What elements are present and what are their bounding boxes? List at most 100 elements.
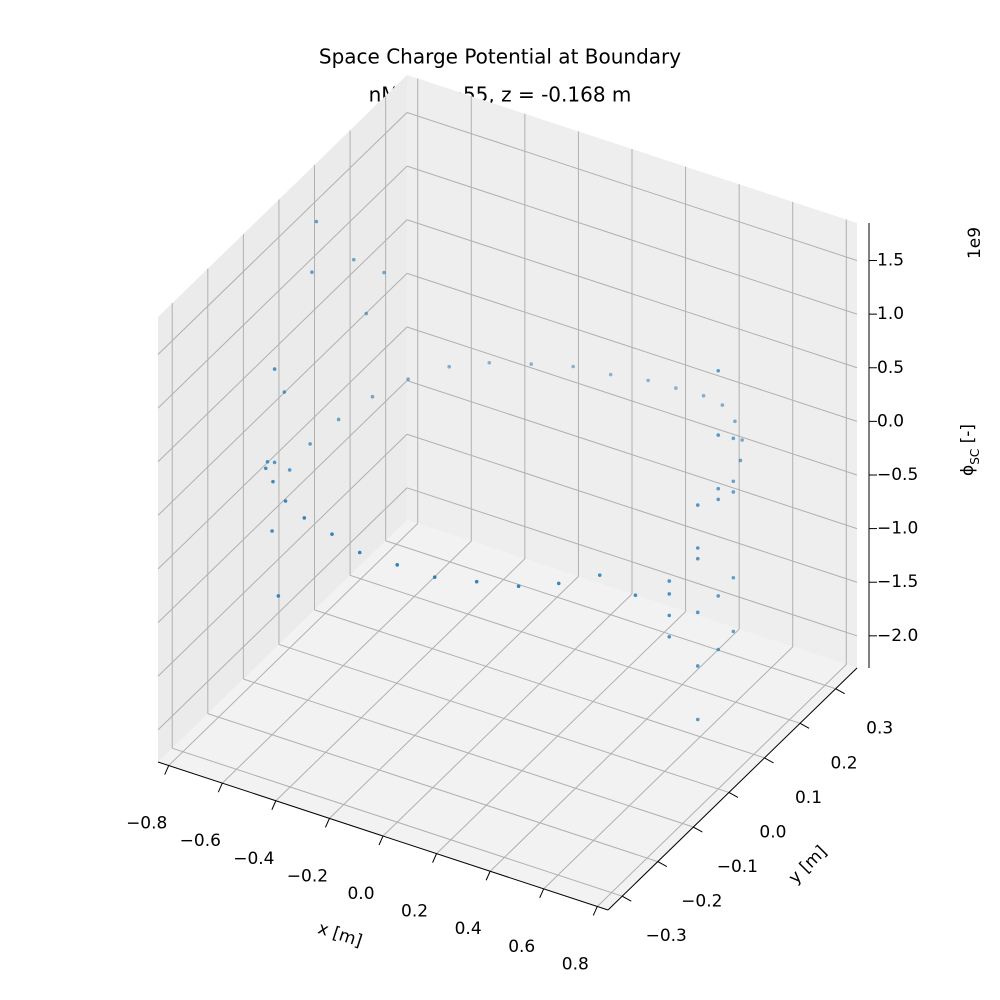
data-point <box>516 584 521 589</box>
data-point <box>701 393 706 398</box>
data-point <box>633 593 638 597</box>
tick-mark <box>485 871 491 881</box>
tick-mark <box>764 757 774 764</box>
y-tick-label: −0.1 <box>717 857 758 877</box>
data-point <box>695 556 700 561</box>
data-point <box>571 364 575 369</box>
data-point <box>283 499 288 503</box>
data-point <box>447 364 451 369</box>
y-tick-label: 0.3 <box>866 719 893 739</box>
z-offset-label: 1e9 <box>965 227 985 259</box>
data-point <box>474 579 479 584</box>
grid-line <box>596 664 847 907</box>
x-tick-label: 0.2 <box>401 902 428 922</box>
data-point <box>302 516 307 520</box>
tick-mark <box>271 800 277 810</box>
data-point <box>282 390 287 394</box>
tick-mark <box>592 906 598 916</box>
grid-line <box>157 112 408 355</box>
grid-line <box>543 646 794 890</box>
data-point <box>646 378 650 383</box>
data-point <box>272 460 277 465</box>
data-point <box>695 546 700 550</box>
data-point <box>357 550 362 555</box>
data-point <box>272 367 277 371</box>
y-tick-label: 0.0 <box>759 822 786 842</box>
z-tick-label: −1.0 <box>877 519 918 539</box>
grid-line <box>157 487 408 731</box>
data-point <box>364 311 369 316</box>
data-point <box>395 563 400 567</box>
grid-line <box>275 558 526 802</box>
data-point <box>432 575 437 579</box>
grid-line <box>385 540 836 690</box>
grid-line <box>406 433 858 583</box>
data-point <box>314 219 319 224</box>
data-point <box>738 458 743 463</box>
data-point <box>351 257 356 262</box>
data-point <box>265 459 270 464</box>
z-tick-label: 0.0 <box>877 411 904 431</box>
z-tick-label: −2.0 <box>877 626 918 646</box>
y-tick-label: 0.2 <box>831 753 858 773</box>
tick-mark <box>539 888 545 899</box>
data-point <box>733 419 737 424</box>
x-axis-line <box>157 761 609 911</box>
z-label-unit: [-] <box>958 424 978 449</box>
z-tick-label: 0.5 <box>877 358 904 378</box>
data-point <box>382 270 386 275</box>
grid-line <box>157 219 408 463</box>
x-tick-label: 0.4 <box>455 919 482 939</box>
grid-line <box>172 747 623 897</box>
grid-line <box>157 380 408 623</box>
tick-mark <box>835 688 845 695</box>
grid-line <box>207 713 658 863</box>
z-label-subscript: SC <box>968 449 982 465</box>
data-point <box>370 394 375 399</box>
grid-line <box>243 678 694 828</box>
data-point <box>330 532 334 536</box>
data-point <box>667 592 672 596</box>
grid-line <box>278 643 730 793</box>
data-point <box>716 486 721 491</box>
data-point <box>695 503 700 507</box>
data-point <box>731 575 736 580</box>
grid-line <box>406 219 858 369</box>
tick-mark <box>799 722 810 729</box>
data-point <box>731 490 736 494</box>
data-point <box>308 442 312 446</box>
data-point <box>674 386 678 390</box>
y-tick-label: 0.1 <box>795 788 822 808</box>
data-point <box>716 647 721 652</box>
tick-mark <box>432 853 438 863</box>
data-point <box>667 613 672 618</box>
tick-mark <box>657 861 668 868</box>
grid-line <box>406 112 858 262</box>
data-point <box>406 377 410 382</box>
data-point <box>597 573 602 577</box>
data-point <box>487 360 492 365</box>
data-point <box>716 433 721 437</box>
x-tick-label: −0.4 <box>233 849 274 869</box>
data-point <box>276 594 281 598</box>
y-axis-label: y [m] <box>785 842 831 888</box>
grid-line <box>406 487 858 637</box>
x-tick-label: −0.2 <box>287 866 328 886</box>
y-axis-line <box>607 667 858 911</box>
y-tick-label: −0.2 <box>681 892 722 912</box>
x-tick-label: 0.6 <box>508 937 535 957</box>
grid-line <box>489 628 740 872</box>
chart-title: Space Charge Potential at Boundary <box>319 45 681 69</box>
y-tick-label: −0.3 <box>646 926 687 946</box>
left-pane <box>158 75 407 762</box>
grid-line <box>314 609 765 759</box>
grid-line <box>349 574 801 724</box>
data-point <box>529 362 534 366</box>
data-point <box>695 717 700 722</box>
grid-line <box>221 540 472 784</box>
x-tick-label: 0.0 <box>347 884 374 904</box>
data-point <box>667 579 672 583</box>
z-tick-label: 1.0 <box>877 304 904 324</box>
data-point <box>731 629 736 634</box>
